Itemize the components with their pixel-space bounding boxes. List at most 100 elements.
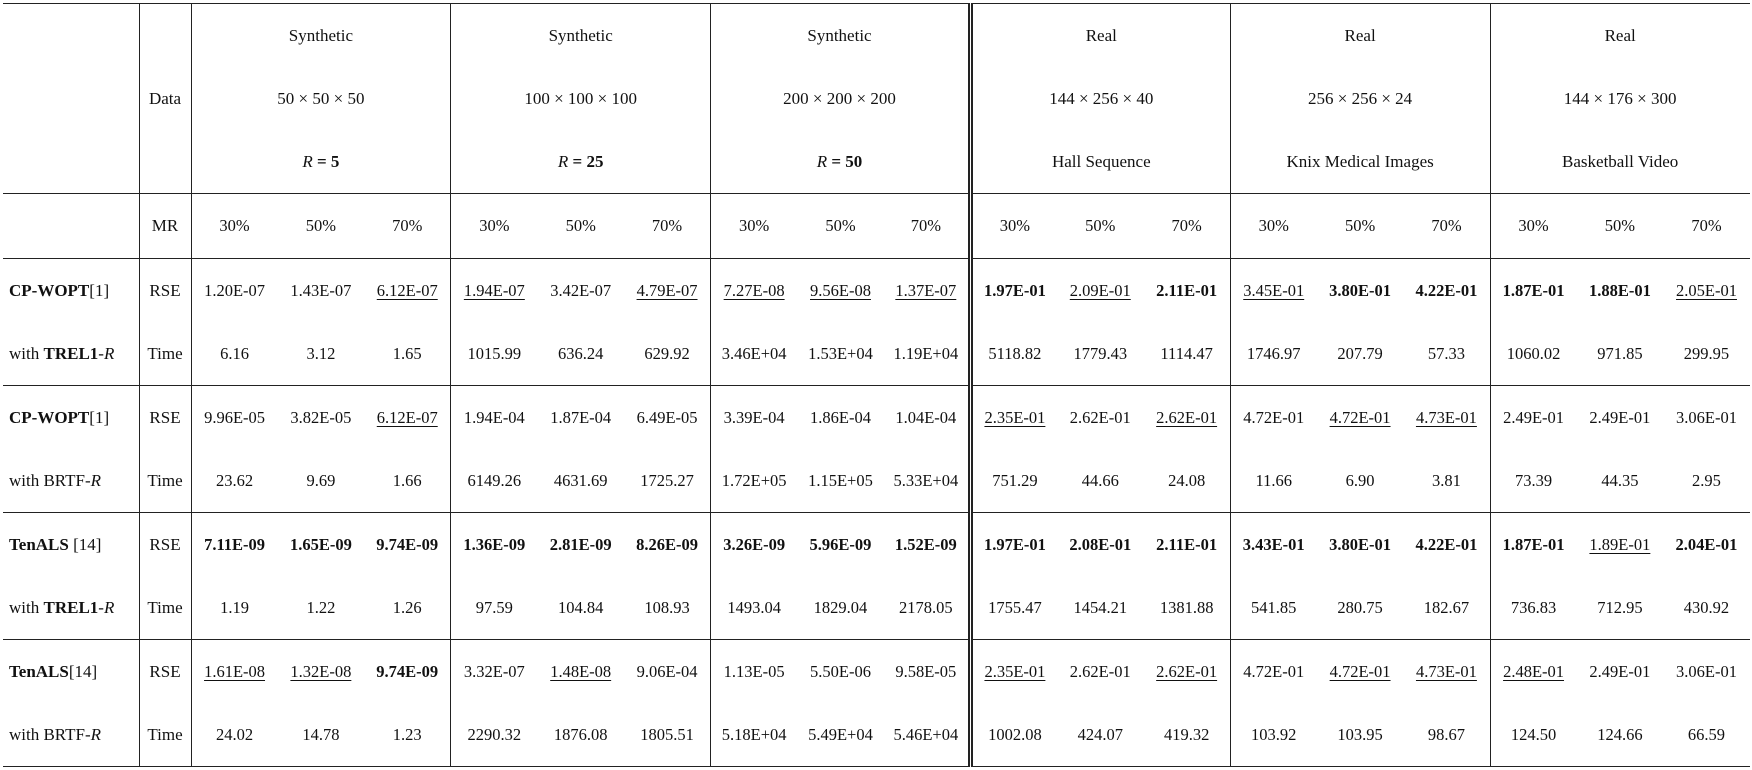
mr-value: 70%: [1663, 193, 1750, 259]
cell-value: 1.32E-08: [290, 661, 352, 681]
cell-value: 1.86E-04: [810, 407, 871, 427]
method-line-1: CP-WOPT[1]: [3, 259, 139, 323]
table-cell: 5.33E+04: [883, 449, 971, 513]
method-citation: [14]: [68, 534, 102, 554]
mr-value: 30%: [967, 193, 1057, 259]
table-cell: 57.33: [1403, 322, 1490, 386]
dataset-header-6: Real 144 × 176 × 300 Basketball Video: [1489, 3, 1750, 194]
table-cell: 1493.04: [710, 576, 798, 640]
table-cell: 3.45E-01: [1229, 258, 1317, 322]
table-cell: 5.50E-06: [797, 640, 884, 704]
table-cell: 3.06E-01: [1663, 386, 1750, 450]
corner-cell: [3, 3, 139, 194]
cell-value: 9.74E-09: [376, 661, 439, 681]
table-cell: 1755.47: [967, 576, 1057, 640]
cell-value: 3.06E-01: [1676, 407, 1737, 427]
table-cell: 3.32E-07: [450, 639, 538, 703]
table-cell: 4631.69: [537, 449, 624, 513]
cell-value: 1.36E-09: [463, 534, 526, 554]
table-cell: 2.62E-01: [1057, 386, 1144, 450]
dataset-header-2: Synthetic 100 × 100 × 100 R = 25: [450, 3, 711, 194]
cell-value: 24.02: [215, 724, 254, 744]
cell-value: 2178.05: [899, 597, 953, 617]
cell-value: 3.42E-07: [550, 280, 612, 300]
table-cell: 299.95: [1663, 322, 1750, 386]
table-cell: 1381.88: [1143, 576, 1231, 640]
table-cell: 9.74E-09: [364, 513, 451, 577]
table-cell: 1015.99: [450, 322, 538, 386]
table-cell: 1.97E-01: [967, 512, 1057, 576]
table-cell: 3.81: [1403, 449, 1490, 513]
cell-value: 636.24: [558, 343, 604, 363]
table-cell: 3.46E+04: [710, 322, 798, 386]
mr-value: 50%: [797, 193, 884, 259]
cell-value: 1493.04: [727, 597, 781, 617]
table-cell: 4.72E-01: [1317, 640, 1404, 704]
table-cell: 4.79E-07: [624, 259, 711, 323]
dataset-extra: R = 5: [192, 130, 450, 193]
cell-value: 1060.02: [1506, 343, 1561, 363]
cell-value: 3.46E+04: [721, 343, 787, 363]
cell-value: 2.62E-01: [1156, 407, 1218, 427]
dataset-header-1: Synthetic 50 × 50 × 50 R = 5: [190, 3, 451, 194]
table-cell: 1.66: [364, 449, 451, 513]
cell-value: 9.06E-04: [636, 661, 698, 681]
table-cell: 1.94E-04: [450, 385, 538, 449]
table-cell: 2.35E-01: [967, 385, 1057, 449]
table-cell: 4.73E-01: [1403, 640, 1490, 704]
cell-value: 1.87E-04: [550, 407, 612, 427]
table-cell: 1.87E-04: [537, 386, 624, 450]
cell-value: 1755.47: [988, 597, 1042, 617]
cell-value: 2290.32: [467, 724, 522, 744]
table-cell: 2.62E-01: [1144, 640, 1231, 704]
table-cell: 541.85: [1229, 576, 1317, 640]
method-name: TenALS: [9, 534, 69, 554]
dataset-type: Synthetic: [807, 26, 872, 45]
cell-value: 2.95: [1692, 470, 1721, 490]
table-cell: 1.32E-08: [278, 640, 365, 704]
table-cell: 1060.02: [1489, 322, 1577, 386]
table-cell: 751.29: [967, 449, 1057, 513]
table-cell: 7.11E-09: [190, 512, 278, 576]
table-cell: 3.39E-04: [710, 385, 798, 449]
table-cell: 9.96E-05: [190, 385, 278, 449]
cell-value: 971.85: [1597, 343, 1643, 363]
table-cell: 3.82E-05: [278, 386, 365, 450]
cell-value: 1.65: [392, 343, 422, 363]
table-cell: 3.06E-01: [1663, 640, 1750, 704]
cell-value: 419.32: [1163, 724, 1210, 744]
cell-value: 4.22E-01: [1415, 534, 1478, 554]
table-cell: 2.09E-01: [1057, 259, 1144, 323]
table-cell: 73.39: [1489, 449, 1577, 513]
table-cell: 24.02: [190, 703, 278, 767]
table-cell: 736.83: [1489, 576, 1577, 640]
cell-value: 280.75: [1337, 597, 1383, 617]
table-cell: 6.90: [1316, 449, 1404, 513]
cell-value: 1829.04: [813, 597, 868, 617]
table-cell: 1.43E-07: [278, 259, 365, 323]
table-cell: 1.65E-09: [278, 513, 365, 577]
mr-corner: [3, 193, 139, 259]
regularizer-name: TREL1: [43, 597, 99, 617]
table-cell: 424.07: [1056, 703, 1144, 767]
table-cell: 2.05E-01: [1663, 259, 1750, 323]
table-cell: 2.49E-01: [1577, 386, 1664, 450]
table-cell: 124.50: [1489, 703, 1577, 767]
metric-label: RSE: [138, 639, 191, 703]
cell-value: 2.11E-01: [1156, 280, 1218, 300]
dataset-dims: 144 × 176 × 300: [1563, 89, 1677, 108]
cell-value: 1779.43: [1073, 343, 1128, 363]
table-cell: 1002.08: [967, 703, 1057, 767]
method-name: CP-WOPT: [9, 280, 90, 300]
metric-label: Time: [138, 322, 191, 386]
table-cell: 2.35E-01: [967, 639, 1057, 703]
table-cell: 7.27E-08: [710, 258, 798, 322]
table-cell: 1.15E+05: [797, 449, 884, 513]
cell-value: 104.84: [558, 597, 604, 617]
table-cell: 2.04E-01: [1663, 513, 1750, 577]
rank-symbol: R: [557, 152, 569, 171]
cell-value: 73.39: [1514, 470, 1553, 490]
cell-value: 5.46E+04: [893, 724, 959, 744]
cell-value: 2.11E-01: [1156, 534, 1218, 554]
cell-value: 182.67: [1423, 597, 1470, 617]
